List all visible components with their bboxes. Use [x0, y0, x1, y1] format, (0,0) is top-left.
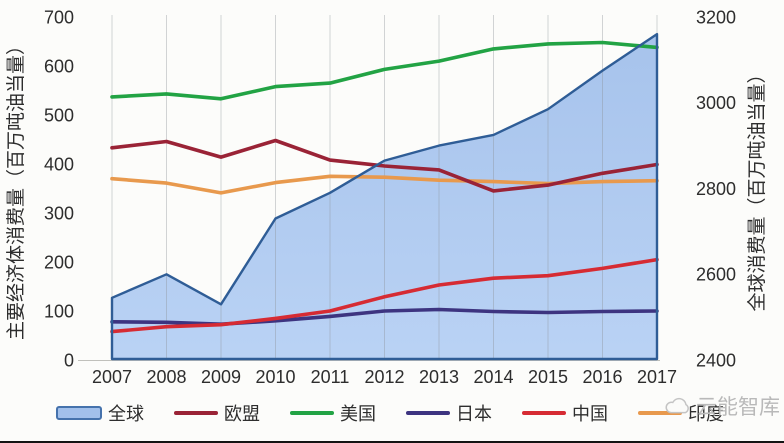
legend-label-japan: 日本 — [456, 404, 492, 424]
right-axis-tick-3200: 3200 — [696, 7, 736, 27]
legend-item-india: 印度 — [638, 400, 724, 426]
legend-item-global: 全球 — [56, 400, 144, 426]
left-axis-title: 主要经济体消费量（百万吨油当量） — [5, 36, 27, 340]
x-axis-label-2012: 2012 — [364, 367, 404, 387]
left-axis-tick-0: 0 — [64, 350, 74, 370]
x-axis-label-2009: 2009 — [201, 367, 241, 387]
chart-legend: 全球 欧盟 美国 日本 中国 印度 — [0, 398, 784, 428]
right-axis-tick-3000: 3000 — [696, 93, 736, 113]
left-axis-tick-200: 200 — [44, 252, 74, 272]
legend-line-swatch-eu — [174, 411, 218, 415]
right-axis-tick-2800: 2800 — [696, 179, 736, 199]
legend-item-eu: 欧盟 — [174, 400, 260, 426]
x-axis-label-2011: 2011 — [311, 367, 350, 387]
legend-label-global: 全球 — [108, 404, 144, 424]
legend-item-china: 中国 — [522, 400, 608, 426]
left-axis-tick-400: 400 — [44, 154, 74, 174]
x-axis-label-2008: 2008 — [146, 367, 186, 387]
right-axis-tick-2600: 2600 — [696, 265, 736, 285]
legend-label-eu: 欧盟 — [224, 404, 260, 424]
left-axis-tick-100: 100 — [44, 301, 74, 321]
x-axis-label-2013: 2013 — [419, 367, 459, 387]
legend-item-japan: 日本 — [406, 400, 492, 426]
left-axis-tick-500: 500 — [44, 105, 74, 125]
legend-label-china: 中国 — [572, 404, 608, 424]
legend-line-swatch-india — [638, 411, 682, 415]
left-axis-tick-600: 600 — [44, 56, 74, 76]
left-axis-tick-700: 700 — [44, 7, 74, 27]
x-axis-label-2015: 2015 — [528, 367, 568, 387]
area-global-border — [110, 32, 659, 361]
legend-area-swatch-global — [56, 406, 102, 420]
left-axis-tick-300: 300 — [44, 203, 74, 223]
line-eu — [110, 138, 659, 193]
legend-line-swatch-japan — [406, 411, 450, 415]
x-axis-label-2007: 2007 — [92, 367, 132, 387]
legend-label-india: 印度 — [688, 404, 724, 424]
legend-label-us: 美国 — [340, 404, 376, 424]
right-axis-title: 全球消费量（百万吨油当量） — [746, 64, 768, 311]
x-axis-label-2010: 2010 — [255, 367, 295, 387]
bottom-divider — [0, 441, 784, 443]
x-axis-label-2014: 2014 — [473, 367, 513, 387]
legend-line-swatch-china — [522, 411, 566, 415]
legend-item-us: 美国 — [290, 400, 376, 426]
x-axis-label-2017: 2017 — [637, 367, 677, 387]
x-axis-label-2016: 2016 — [582, 367, 622, 387]
gas-consumption-chart: 0 100 200 300 400 500 600 700 2400 2600 2800 3000 32… — [5, 7, 768, 387]
line-china — [110, 257, 659, 334]
legend-line-swatch-us — [290, 411, 334, 415]
right-axis-tick-2400: 2400 — [696, 350, 736, 370]
line-us — [110, 40, 659, 101]
